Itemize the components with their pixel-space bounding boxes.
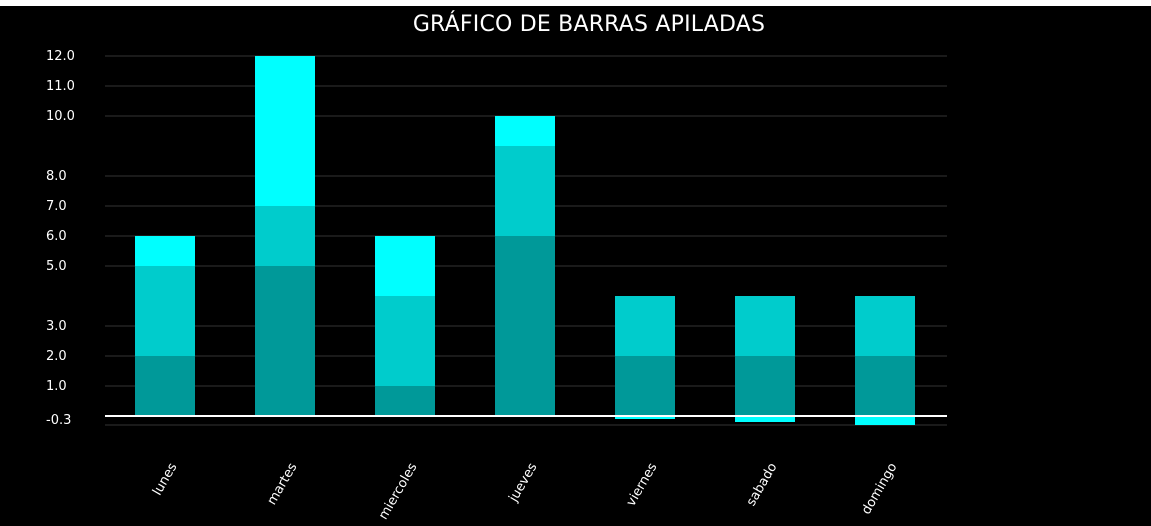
bar-segment (135, 236, 195, 266)
bar-segment (855, 296, 915, 356)
bar-segment (375, 296, 435, 386)
bar-segment (255, 56, 315, 206)
y-tick-label: 8.0 (46, 169, 67, 184)
bar-segment (615, 356, 675, 416)
y-tick-label: 1.0 (46, 379, 67, 394)
bar-segment (495, 116, 555, 146)
y-tick-label: 10.0 (46, 109, 75, 124)
y-tick-label: 3.0 (46, 319, 67, 334)
y-tick-label: -0.3 (46, 413, 71, 428)
x-category-label: jueves (506, 460, 541, 505)
bar-segment (615, 296, 675, 356)
top-strip (0, 0, 1151, 6)
chart-title: GRÁFICO DE BARRAS APILADAS (412, 12, 766, 37)
bars (135, 56, 915, 425)
y-tick-label: 7.0 (46, 199, 67, 214)
bar-segment (375, 386, 435, 416)
x-category-label: lunes (150, 460, 181, 498)
x-category-label: viernes (624, 460, 661, 509)
x-category-label: miercoles (376, 460, 421, 522)
y-tick-label: 11.0 (46, 79, 75, 94)
x-category-labels: lunes martes miercoles jueves viernes sabado d… (150, 460, 900, 522)
bar-segment (855, 356, 915, 416)
bar-segment (375, 236, 435, 296)
bar-segment (615, 416, 675, 419)
y-tick-label: 2.0 (46, 349, 67, 364)
y-tick-label: 6.0 (46, 229, 67, 244)
bar-segment (735, 296, 795, 356)
x-category-label: domingo (859, 460, 900, 517)
y-tick-labels: 12.0 11.0 10.0 8.0 7.0 6.0 5.0 3.0 2.0 1.0 -0.3 (46, 49, 75, 428)
bar-segment (135, 356, 195, 416)
y-tick-label: 12.0 (46, 49, 75, 64)
bar-segment (495, 236, 555, 416)
bar-segment (495, 146, 555, 236)
bar-segment (735, 356, 795, 416)
bar-segment (855, 416, 915, 425)
y-tick-label: 5.0 (46, 259, 67, 274)
x-category-label: sabado (744, 460, 781, 508)
bar-segment (735, 416, 795, 422)
bar-segment (135, 266, 195, 356)
bar-segment (255, 206, 315, 266)
bar-segment (255, 266, 315, 416)
x-category-label: martes (265, 460, 301, 507)
